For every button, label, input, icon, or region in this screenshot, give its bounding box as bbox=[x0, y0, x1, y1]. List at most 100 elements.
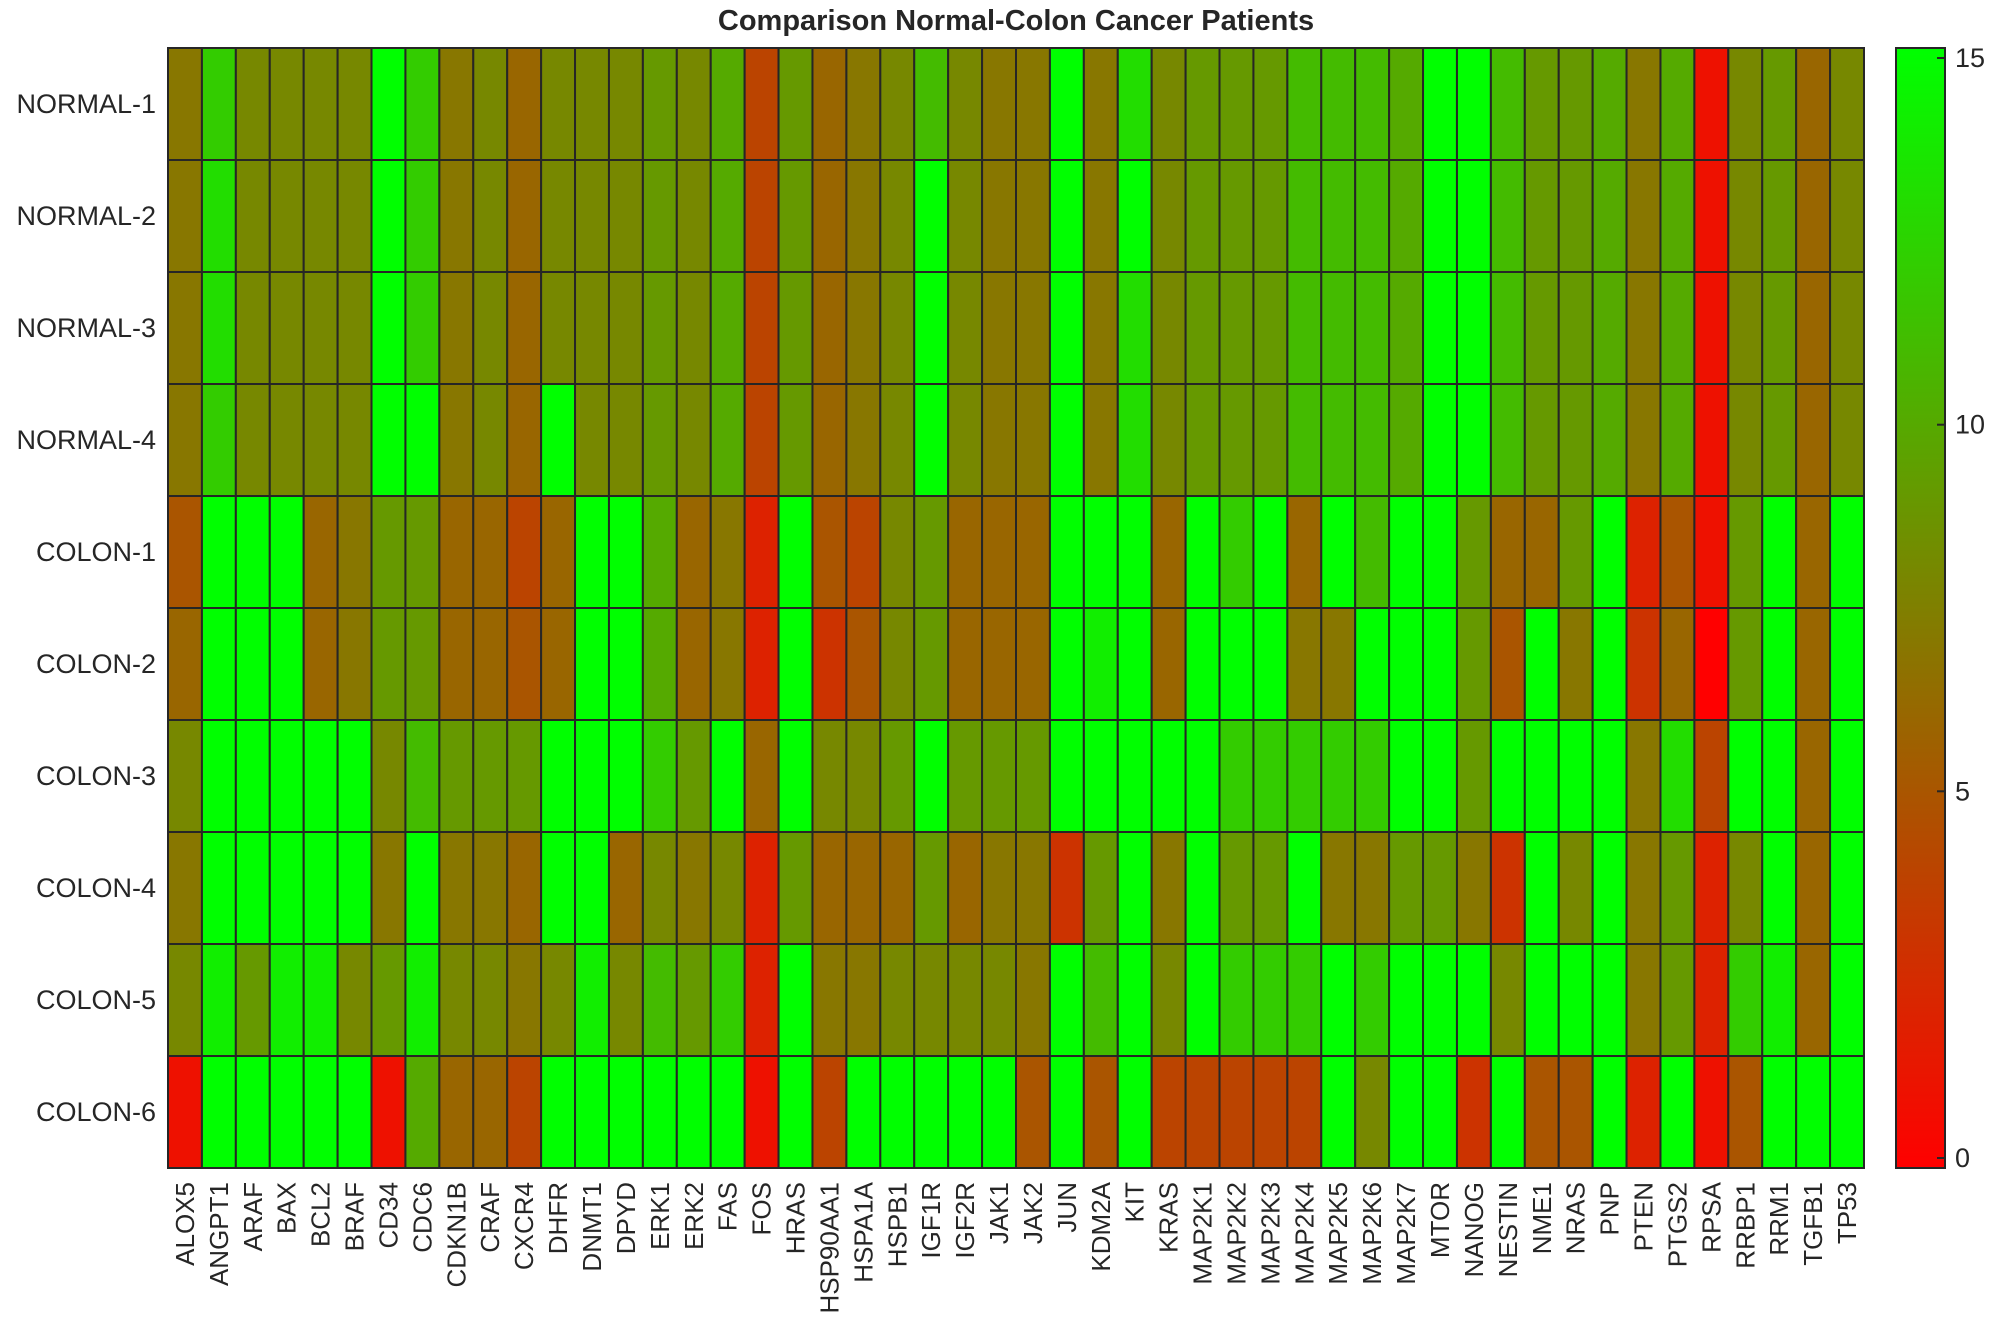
heatmap-cell bbox=[777, 47, 814, 161]
row-label: COLON-1 bbox=[36, 537, 156, 567]
heatmap-cell bbox=[540, 943, 577, 1057]
heatmap-cell bbox=[1761, 607, 1798, 721]
heatmap-cell bbox=[1252, 383, 1289, 497]
heatmap-cell bbox=[947, 47, 984, 161]
heatmap-cell bbox=[1489, 719, 1526, 833]
heatmap-cell bbox=[1320, 719, 1357, 833]
heatmap-cell bbox=[1116, 607, 1153, 721]
heatmap-cell bbox=[879, 159, 916, 273]
heatmap-cell bbox=[472, 383, 509, 497]
heatmap-cell bbox=[302, 495, 339, 609]
heatmap-cell bbox=[981, 607, 1018, 721]
heatmap-cell bbox=[1354, 47, 1391, 161]
heatmap-cell bbox=[1354, 383, 1391, 497]
colorbar-tick-label: 5 bbox=[1955, 776, 1970, 806]
heatmap-cell bbox=[438, 943, 475, 1057]
heatmap-cell bbox=[1150, 607, 1187, 721]
heatmap-cell bbox=[1523, 159, 1560, 273]
heatmap-cell bbox=[709, 47, 746, 161]
heatmap-cell bbox=[1659, 719, 1696, 833]
heatmap-cell bbox=[709, 495, 746, 609]
heatmap-cell bbox=[336, 383, 373, 497]
heatmap-cell bbox=[1795, 943, 1832, 1057]
heatmap-cell bbox=[1455, 607, 1492, 721]
heatmap-cell bbox=[1015, 495, 1051, 609]
heatmap-cell bbox=[777, 271, 814, 385]
heatmap-cell bbox=[947, 159, 984, 273]
heatmap-cell bbox=[234, 159, 271, 273]
heatmap-cell bbox=[1116, 943, 1153, 1057]
heatmap-cell bbox=[1320, 831, 1357, 945]
heatmap-cell bbox=[370, 719, 407, 833]
heatmap-cell bbox=[302, 47, 339, 161]
heatmap-cell bbox=[268, 383, 305, 497]
heatmap-cell bbox=[1218, 1055, 1255, 1169]
heatmap-cell bbox=[1625, 831, 1662, 945]
heatmap-cell bbox=[607, 1055, 644, 1169]
heatmap-cell bbox=[540, 383, 577, 497]
column-label: TGFB1 bbox=[1798, 1182, 1828, 1266]
row-label: COLON-2 bbox=[36, 649, 156, 679]
heatmap-cell bbox=[302, 383, 339, 497]
heatmap-cell bbox=[1082, 47, 1119, 161]
column-label: HSPA1A bbox=[848, 1181, 878, 1282]
heatmap-cell bbox=[1184, 47, 1221, 161]
heatmap-cell bbox=[268, 271, 305, 385]
heatmap-cell bbox=[607, 943, 644, 1057]
heatmap-cell bbox=[1252, 719, 1289, 833]
heatmap-cell bbox=[1286, 719, 1323, 833]
heatmap-cell bbox=[1015, 943, 1051, 1057]
row-label: COLON-3 bbox=[36, 761, 156, 791]
heatmap-cell bbox=[1523, 607, 1560, 721]
heatmap-cell bbox=[1048, 271, 1085, 385]
heatmap-cell bbox=[675, 47, 712, 161]
heatmap-cell bbox=[1184, 495, 1221, 609]
heatmap-cell bbox=[1761, 495, 1798, 609]
heatmap-cell bbox=[811, 495, 848, 609]
heatmap-cell bbox=[1116, 47, 1153, 161]
colorbar bbox=[1895, 47, 1946, 1169]
row-label: NORMAL-4 bbox=[16, 425, 156, 455]
row-label: NORMAL-3 bbox=[16, 313, 156, 343]
heatmap-cell bbox=[574, 495, 610, 609]
heatmap-cell bbox=[743, 271, 780, 385]
heatmap-cell bbox=[1422, 159, 1458, 273]
heatmap-cell bbox=[302, 159, 339, 273]
heatmap-cell bbox=[1354, 271, 1391, 385]
heatmap-cell bbox=[472, 271, 509, 385]
heatmap-cell bbox=[981, 495, 1018, 609]
heatmap-cell bbox=[1388, 383, 1425, 497]
heatmap-cell bbox=[947, 831, 984, 945]
heatmap-cell bbox=[913, 271, 950, 385]
heatmap-cell bbox=[472, 1055, 509, 1169]
heatmap-cell bbox=[811, 47, 848, 161]
heatmap-cell bbox=[1184, 831, 1221, 945]
heatmap-cell bbox=[1388, 495, 1425, 609]
heatmap-cell bbox=[1320, 495, 1357, 609]
heatmap-cell bbox=[1388, 271, 1425, 385]
column-label: ARAF bbox=[238, 1182, 268, 1251]
heatmap-cell bbox=[336, 831, 373, 945]
heatmap-cell bbox=[913, 159, 950, 273]
heatmap-cell bbox=[607, 271, 644, 385]
heatmap-cell bbox=[1116, 831, 1153, 945]
column-label: MAP2K6 bbox=[1357, 1182, 1387, 1285]
column-label: MAP2K7 bbox=[1391, 1182, 1421, 1285]
heatmap-cell bbox=[879, 831, 916, 945]
heatmap-cell bbox=[506, 47, 543, 161]
heatmap-cell bbox=[370, 271, 407, 385]
heatmap-cell bbox=[1557, 1055, 1594, 1169]
heatmap-cell bbox=[845, 943, 882, 1057]
heatmap-cell bbox=[1523, 719, 1560, 833]
heatmap-cell bbox=[947, 495, 984, 609]
column-label: FAS bbox=[713, 1182, 743, 1231]
column-label: DHFR bbox=[543, 1182, 573, 1254]
heatmap-cell bbox=[1795, 47, 1832, 161]
heatmap-cell bbox=[1557, 495, 1594, 609]
heatmap-cell bbox=[1184, 159, 1221, 273]
heatmap-cell bbox=[981, 47, 1018, 161]
heatmap-cell bbox=[1218, 831, 1255, 945]
heatmap-cell bbox=[506, 943, 543, 1057]
heatmap-cell bbox=[1659, 159, 1696, 273]
